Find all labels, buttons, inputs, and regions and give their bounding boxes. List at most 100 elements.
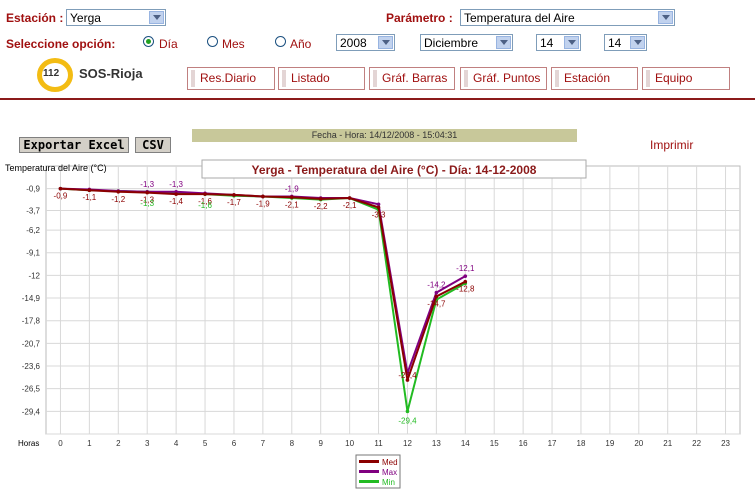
x-tick-label: 1 [87,439,92,448]
chevron-down-icon[interactable] [496,36,511,49]
x-tick-label: 0 [58,439,63,448]
nav-estacion[interactable]: Estación [551,67,638,90]
export-excel-button[interactable]: Exportar Excel [19,137,129,153]
legend-label-max: Max [382,468,397,477]
data-label-med: -2,1 [343,201,357,210]
chevron-down-icon[interactable] [630,36,645,49]
x-tick-label: 20 [634,439,643,448]
nav-listado[interactable]: Listado [278,67,365,90]
data-point-max [434,290,439,295]
y-tick-label: -20,7 [22,339,41,348]
x-tick-label: 14 [461,439,470,448]
x-tick-label: 10 [345,439,354,448]
radio-ano[interactable] [275,36,286,47]
x-tick-label: 7 [261,439,266,448]
estacion-select-value: Yerga [70,11,101,25]
radio-dia[interactable] [143,36,154,47]
nav-res-diario[interactable]: Res.Diario [187,67,275,90]
radio-dia-label: Día [159,37,178,51]
legend-swatch-min [359,480,379,483]
data-label-med: -14,7 [427,299,446,308]
data-label-max: -1,3 [140,180,154,189]
x-tick-label: 19 [605,439,614,448]
data-label-med: -1,3 [140,196,154,205]
data-label-min: -29,4 [398,416,417,425]
parametro-label: Parámetro : [386,11,453,25]
data-label-max: -1,3 [169,180,183,189]
opcion-label: Seleccione opción: [6,37,116,51]
x-tick-label: 16 [519,439,528,448]
nav-graf-puntos[interactable]: Gráf. Puntos [460,67,547,90]
y-tick-label: -6,2 [26,226,40,235]
y-tick-label: -0,9 [26,185,40,194]
year-select[interactable]: 2008 [336,34,395,51]
data-point-med [405,378,410,382]
legend-label-min: Min [382,478,395,487]
chevron-down-icon[interactable] [564,36,579,49]
data-label-med: -1,2 [111,195,125,204]
data-label-med: -0,9 [54,192,68,201]
day-to-select-value: 14 [608,36,622,50]
data-point-min [405,409,410,414]
radio-ano-label: Año [290,37,312,51]
x-tick-label: 2 [116,439,121,448]
data-label-med: -3,3 [372,210,386,219]
data-point-med [58,186,63,191]
radio-mes-label: Mes [222,37,245,51]
logo-number: 112 [43,68,60,79]
data-point-med [289,195,294,200]
data-point-med [463,279,468,284]
chevron-down-icon[interactable] [378,36,393,49]
y-tick-label: -17,8 [22,317,41,326]
x-tick-label: 18 [577,439,586,448]
data-label-med: -1,6 [198,197,212,206]
x-tick-label: 23 [721,439,730,448]
x-tick-label: 13 [432,439,441,448]
x-tick-label: 3 [145,439,150,448]
data-point-max [376,202,381,207]
data-point-med [376,205,381,210]
y-tick-label: -9,1 [26,249,40,258]
print-link[interactable]: Imprimir [650,138,694,152]
radio-mes[interactable] [207,36,218,47]
chart-title-box [201,159,587,179]
legend-swatch-max [359,470,379,473]
y-tick-label: -26,5 [22,385,41,394]
x-tick-label: 21 [663,439,672,448]
data-label-min: -1,3 [140,199,154,208]
month-select[interactable]: Diciembre [420,34,513,51]
data-point-med [174,192,178,196]
data-point-med [434,294,439,299]
estacion-select[interactable]: Yerga [66,9,166,26]
nav-graf-barras[interactable]: Gráf. Barras [369,67,455,90]
x-tick-label: 12 [403,439,412,448]
sos-112-logo: 112 [37,58,73,92]
y-tick-label: -14,9 [22,294,41,303]
day-from-select-value: 14 [540,36,554,50]
data-label-min: -1,6 [198,201,212,210]
parametro-select[interactable]: Temperatura del Aire [460,9,675,26]
y-axis-label: Temperatura del Aire (°C) [5,163,107,173]
x-axis-label: Horas [18,439,39,448]
filter-header: Estación : Yerga Parámetro : Temperatura… [0,0,755,100]
chevron-down-icon[interactable] [149,11,164,24]
data-label-med: -25,4 [398,371,417,380]
chevron-down-icon[interactable] [658,11,673,24]
data-label-max: -12,1 [456,264,475,273]
parametro-select-value: Temperatura del Aire [464,11,575,25]
data-label-med: -1,9 [256,199,270,208]
year-select-value: 2008 [340,36,367,50]
x-tick-label: 5 [203,439,208,448]
data-point-max [463,274,468,278]
day-to-select[interactable]: 14 [604,34,647,51]
y-tick-label: -3,7 [26,207,40,216]
x-tick-label: 15 [490,439,499,448]
x-tick-label: 4 [174,439,179,448]
nav-equipo[interactable]: Equipo [642,67,730,90]
estacion-label: Estación : [6,11,64,25]
x-tick-label: 11 [374,439,383,448]
day-from-select[interactable]: 14 [536,34,581,51]
data-point-med [203,192,207,196]
data-point-med [261,194,265,199]
export-csv-button[interactable]: CSV [135,137,171,153]
